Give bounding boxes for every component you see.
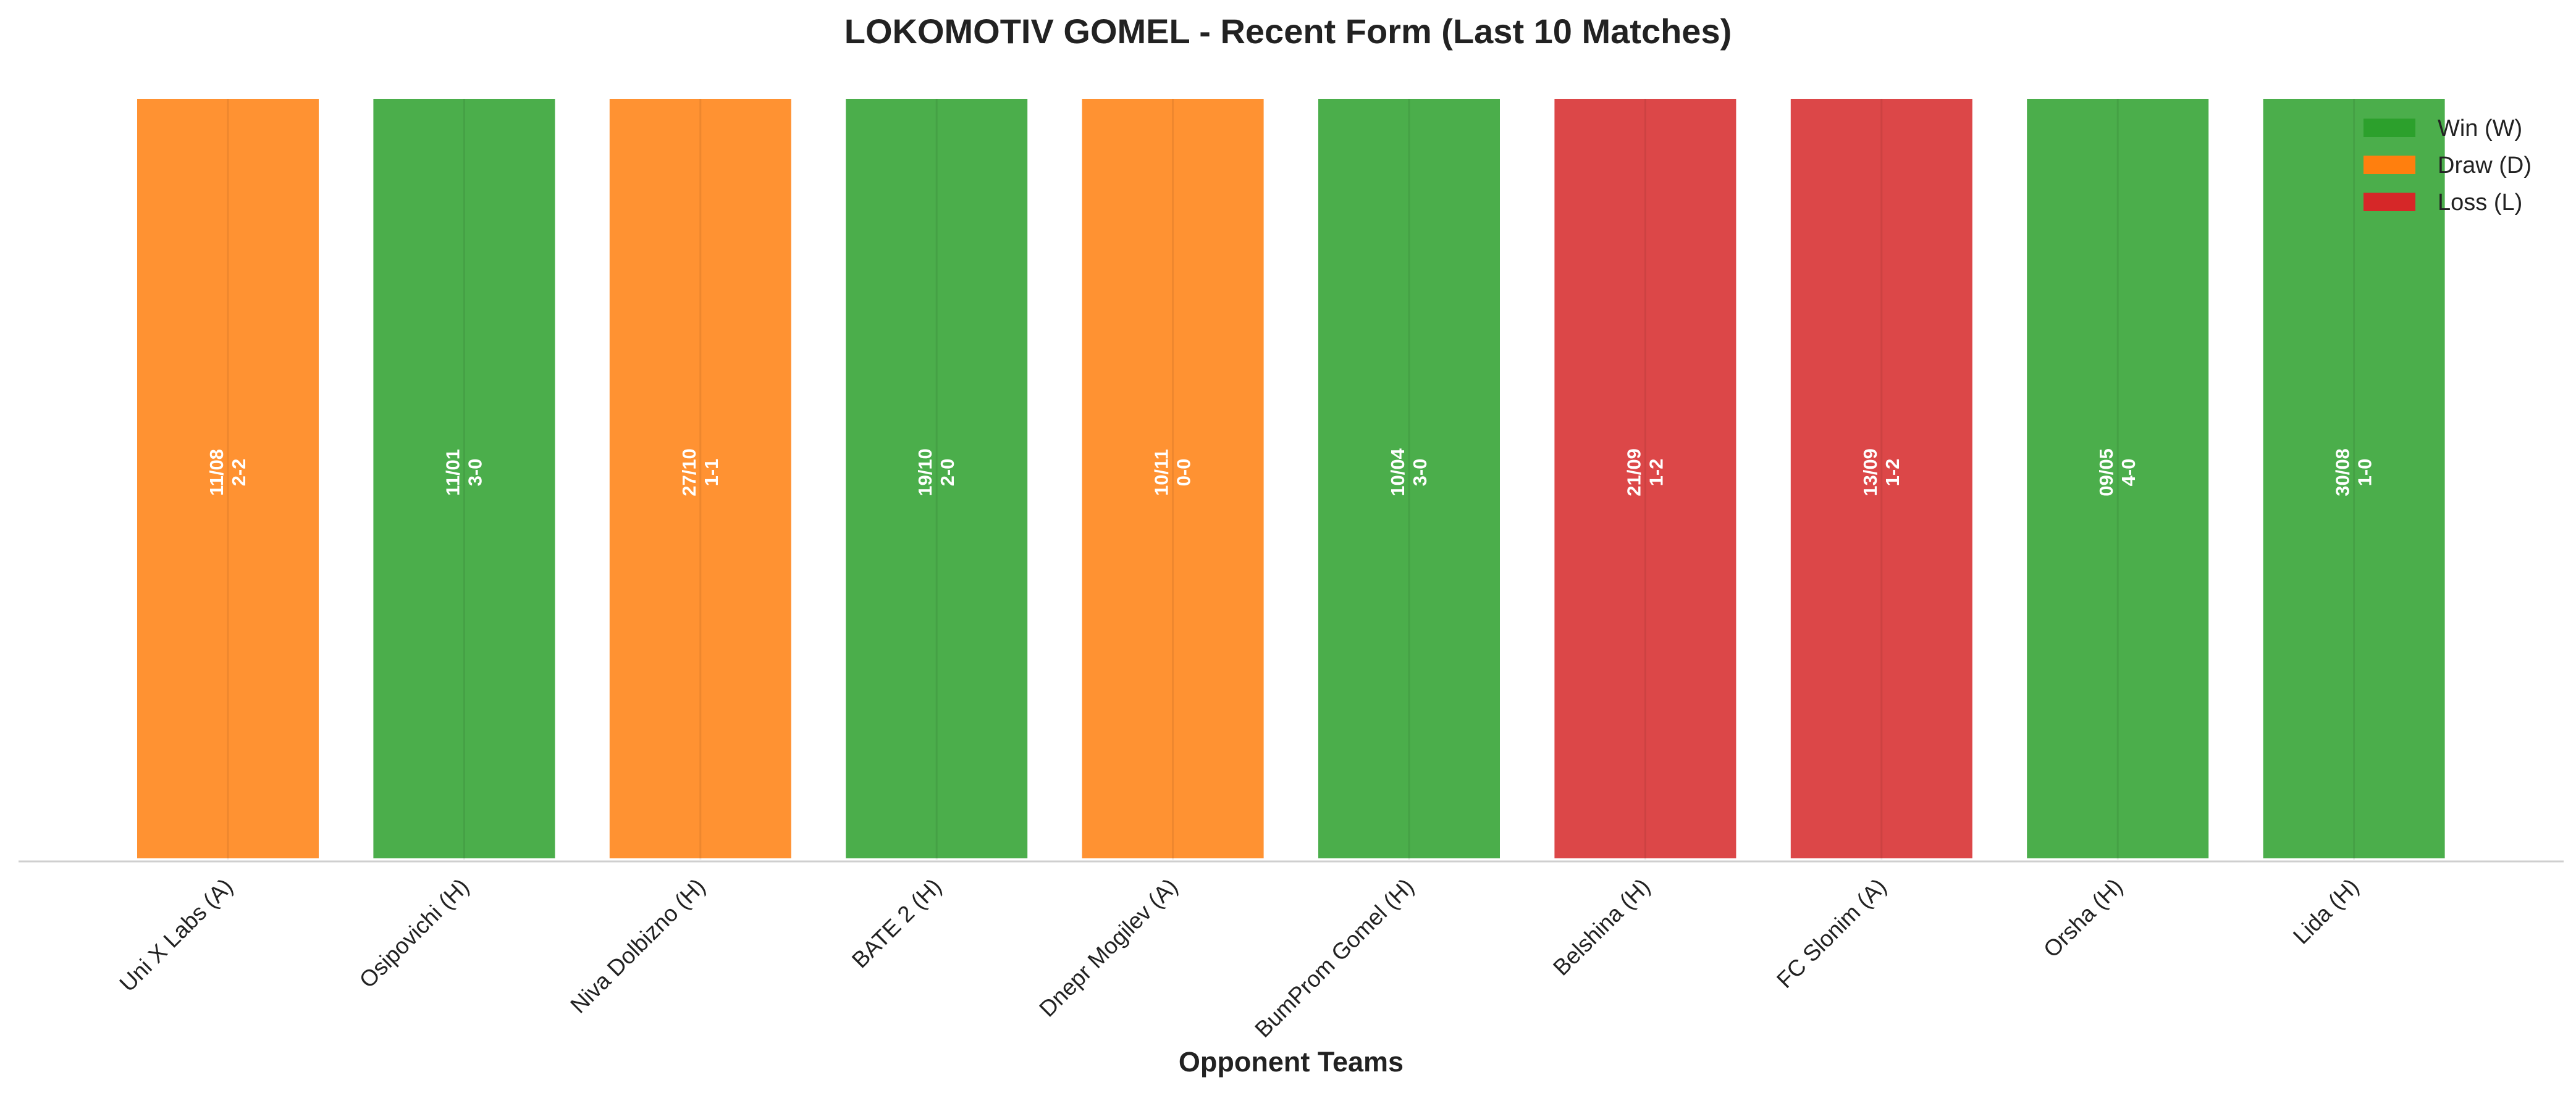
bar-label-5: 10/110-0 xyxy=(1151,449,1195,496)
x-tick-label-2: Osipovichi (H) xyxy=(355,874,474,993)
legend: Win (W) Draw (D) Loss (L) xyxy=(2363,115,2532,216)
legend-swatch-l xyxy=(2363,193,2415,211)
match-score: 3-0 xyxy=(464,459,486,487)
match-score: 0-0 xyxy=(1173,459,1195,487)
x-tick-label-7: Belshina (H) xyxy=(1548,874,1655,981)
x-tick-label-3: Niva Dolbizno (H) xyxy=(565,874,710,1018)
match-score: 1-2 xyxy=(1645,459,1667,487)
bar-label-9: 09/054-0 xyxy=(2095,448,2139,496)
chart-title: LOKOMOTIV GOMEL - Recent Form (Last 10 M… xyxy=(844,12,1732,51)
match-date: 21/09 xyxy=(1623,448,1644,496)
x-tick-label-8: FC Slonim (A) xyxy=(1772,874,1891,993)
bar-label-4: 19/102-0 xyxy=(914,448,958,496)
bar-6 xyxy=(1316,96,1502,861)
match-score: 1-0 xyxy=(2354,459,2376,487)
match-date: 13/09 xyxy=(1859,448,1881,496)
legend-label-l: Loss (L) xyxy=(2438,190,2522,216)
match-date: 30/08 xyxy=(2332,448,2354,496)
match-date: 19/10 xyxy=(914,448,936,496)
match-score: 1-1 xyxy=(701,459,722,487)
match-date: 11/08 xyxy=(206,449,227,496)
legend-label-d: Draw (D) xyxy=(2438,153,2532,178)
x-tick-label-10: Lida (H) xyxy=(2288,874,2363,949)
bar-label-3: 27/101-1 xyxy=(678,448,722,496)
match-date: 27/10 xyxy=(678,448,700,496)
bar-label-6: 10/043-0 xyxy=(1387,448,1431,496)
legend-swatch-w xyxy=(2363,119,2415,137)
bar-5 xyxy=(1079,96,1266,861)
match-date: 10/04 xyxy=(1387,448,1408,496)
bar-3 xyxy=(607,96,794,861)
x-tick-label-5: Dnepr Mogilev (A) xyxy=(1034,874,1182,1022)
bar-1 xyxy=(135,96,321,861)
bar-label-7: 21/091-2 xyxy=(1623,448,1667,496)
bar-8 xyxy=(1788,96,1975,861)
bar-label-10: 30/081-0 xyxy=(2332,448,2376,496)
match-score: 3-0 xyxy=(1409,459,1431,487)
x-axis-label: Opponent Teams xyxy=(1179,1046,1404,1078)
bar-9 xyxy=(2024,96,2212,861)
match-score: 4-0 xyxy=(2118,459,2139,487)
match-score: 2-0 xyxy=(937,459,958,487)
bar-7 xyxy=(1552,96,1739,861)
match-score: 2-2 xyxy=(228,459,250,487)
bar-label-8: 13/091-2 xyxy=(1859,448,1903,496)
x-tick-label-9: Orsha (H) xyxy=(2039,874,2128,963)
x-tick-labels: Uni X Labs (A) Osipovichi (H) Niva Dolbizn… xyxy=(115,874,2364,1042)
bar-2 xyxy=(371,96,558,861)
bar-label-1: 11/082-2 xyxy=(206,449,250,496)
legend-swatch-d xyxy=(2363,156,2415,174)
x-tick-label-1: Uni X Labs (A) xyxy=(115,874,238,997)
x-tick-label-6: BumProm Gomel (H) xyxy=(1250,874,1418,1042)
match-date: 10/11 xyxy=(1151,449,1172,496)
legend-label-w: Win (W) xyxy=(2438,115,2522,141)
bars-group: 11/082-2 11/013-0 27/101-1 19/102-0 10/110-0… xyxy=(135,96,2448,861)
x-tick-label-4: BATE 2 (H) xyxy=(847,874,946,973)
match-date: 11/01 xyxy=(442,449,463,496)
match-date: 09/05 xyxy=(2095,448,2117,496)
bar-4 xyxy=(843,96,1030,861)
bar-label-2: 11/013-0 xyxy=(442,449,486,496)
bar-10 xyxy=(2260,96,2448,861)
match-score: 1-2 xyxy=(1882,459,1903,487)
